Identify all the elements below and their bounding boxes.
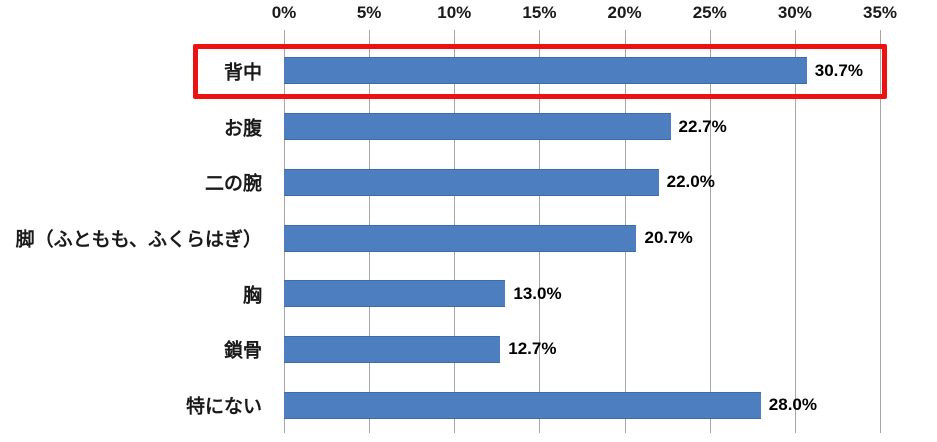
bar-area: 13.0%: [284, 266, 880, 322]
bar-area: 30.7%: [284, 43, 880, 99]
bar: [284, 391, 761, 419]
value-label: 28.0%: [768, 395, 817, 415]
bar-area: 22.0%: [284, 154, 880, 210]
x-axis-tick-label: 35%: [862, 3, 898, 22]
bar: [284, 113, 671, 141]
gridline: [794, 30, 796, 433]
bar-row: 脚（ふともも、ふくらはぎ） 20.7%: [0, 210, 937, 266]
category-label: 胸: [242, 285, 262, 307]
bar: [284, 224, 637, 252]
bar-row: 特にない 28.0%: [0, 377, 937, 433]
x-axis: 0% 5% 10% 15% 20% 25% 30% 35%: [272, 3, 897, 27]
value-label: 20.7%: [644, 228, 693, 248]
category-label: 特にない: [185, 396, 262, 418]
x-axis-tick-label: 10%: [437, 3, 472, 22]
category-label: お腹: [223, 118, 262, 140]
value-label: 30.7%: [814, 60, 863, 80]
x-axis-tick-label: 15%: [522, 3, 557, 22]
bar-row: お腹 22.7%: [0, 99, 937, 155]
x-axis-tick-label: 0%: [271, 3, 297, 22]
value-label: 22.7%: [678, 116, 727, 136]
bar-row: 胸 13.0%: [0, 266, 937, 322]
bar: [284, 168, 659, 196]
x-axis-tick-label: 30%: [777, 3, 812, 22]
x-axis-tick-label: 5%: [356, 3, 382, 22]
gridline: [880, 30, 881, 433]
bar-area: 20.7%: [284, 210, 880, 266]
bar: [284, 335, 501, 363]
category-label: 背中: [223, 62, 262, 84]
value-label: 12.7%: [508, 339, 557, 359]
x-axis-tick-label: 20%: [607, 3, 642, 22]
bar-row: 背中 30.7%: [0, 43, 937, 99]
chart-rows: 背中 30.7% お腹 22.7% 二の腕 22.0% 脚（ふともも、ふくらはぎ） 20.7%…: [0, 43, 937, 433]
x-axis-tick-label: 25%: [692, 3, 727, 22]
bar: [284, 280, 506, 308]
bar-row: 二の腕 22.0%: [0, 154, 937, 210]
bar: [284, 57, 807, 85]
bar-row: 鎖骨 12.7%: [0, 322, 937, 378]
category-label: 鎖骨: [223, 340, 262, 362]
category-label: 脚（ふともも、ふくらはぎ）: [15, 229, 262, 251]
bar-area: 22.7%: [284, 99, 880, 155]
bar-area: 12.7%: [284, 322, 880, 378]
gridline: [709, 30, 711, 433]
bar-area: 28.0%: [284, 377, 880, 433]
value-label: 13.0%: [513, 283, 562, 303]
category-label: 二の腕: [204, 173, 262, 195]
value-label: 22.0%: [666, 172, 715, 192]
